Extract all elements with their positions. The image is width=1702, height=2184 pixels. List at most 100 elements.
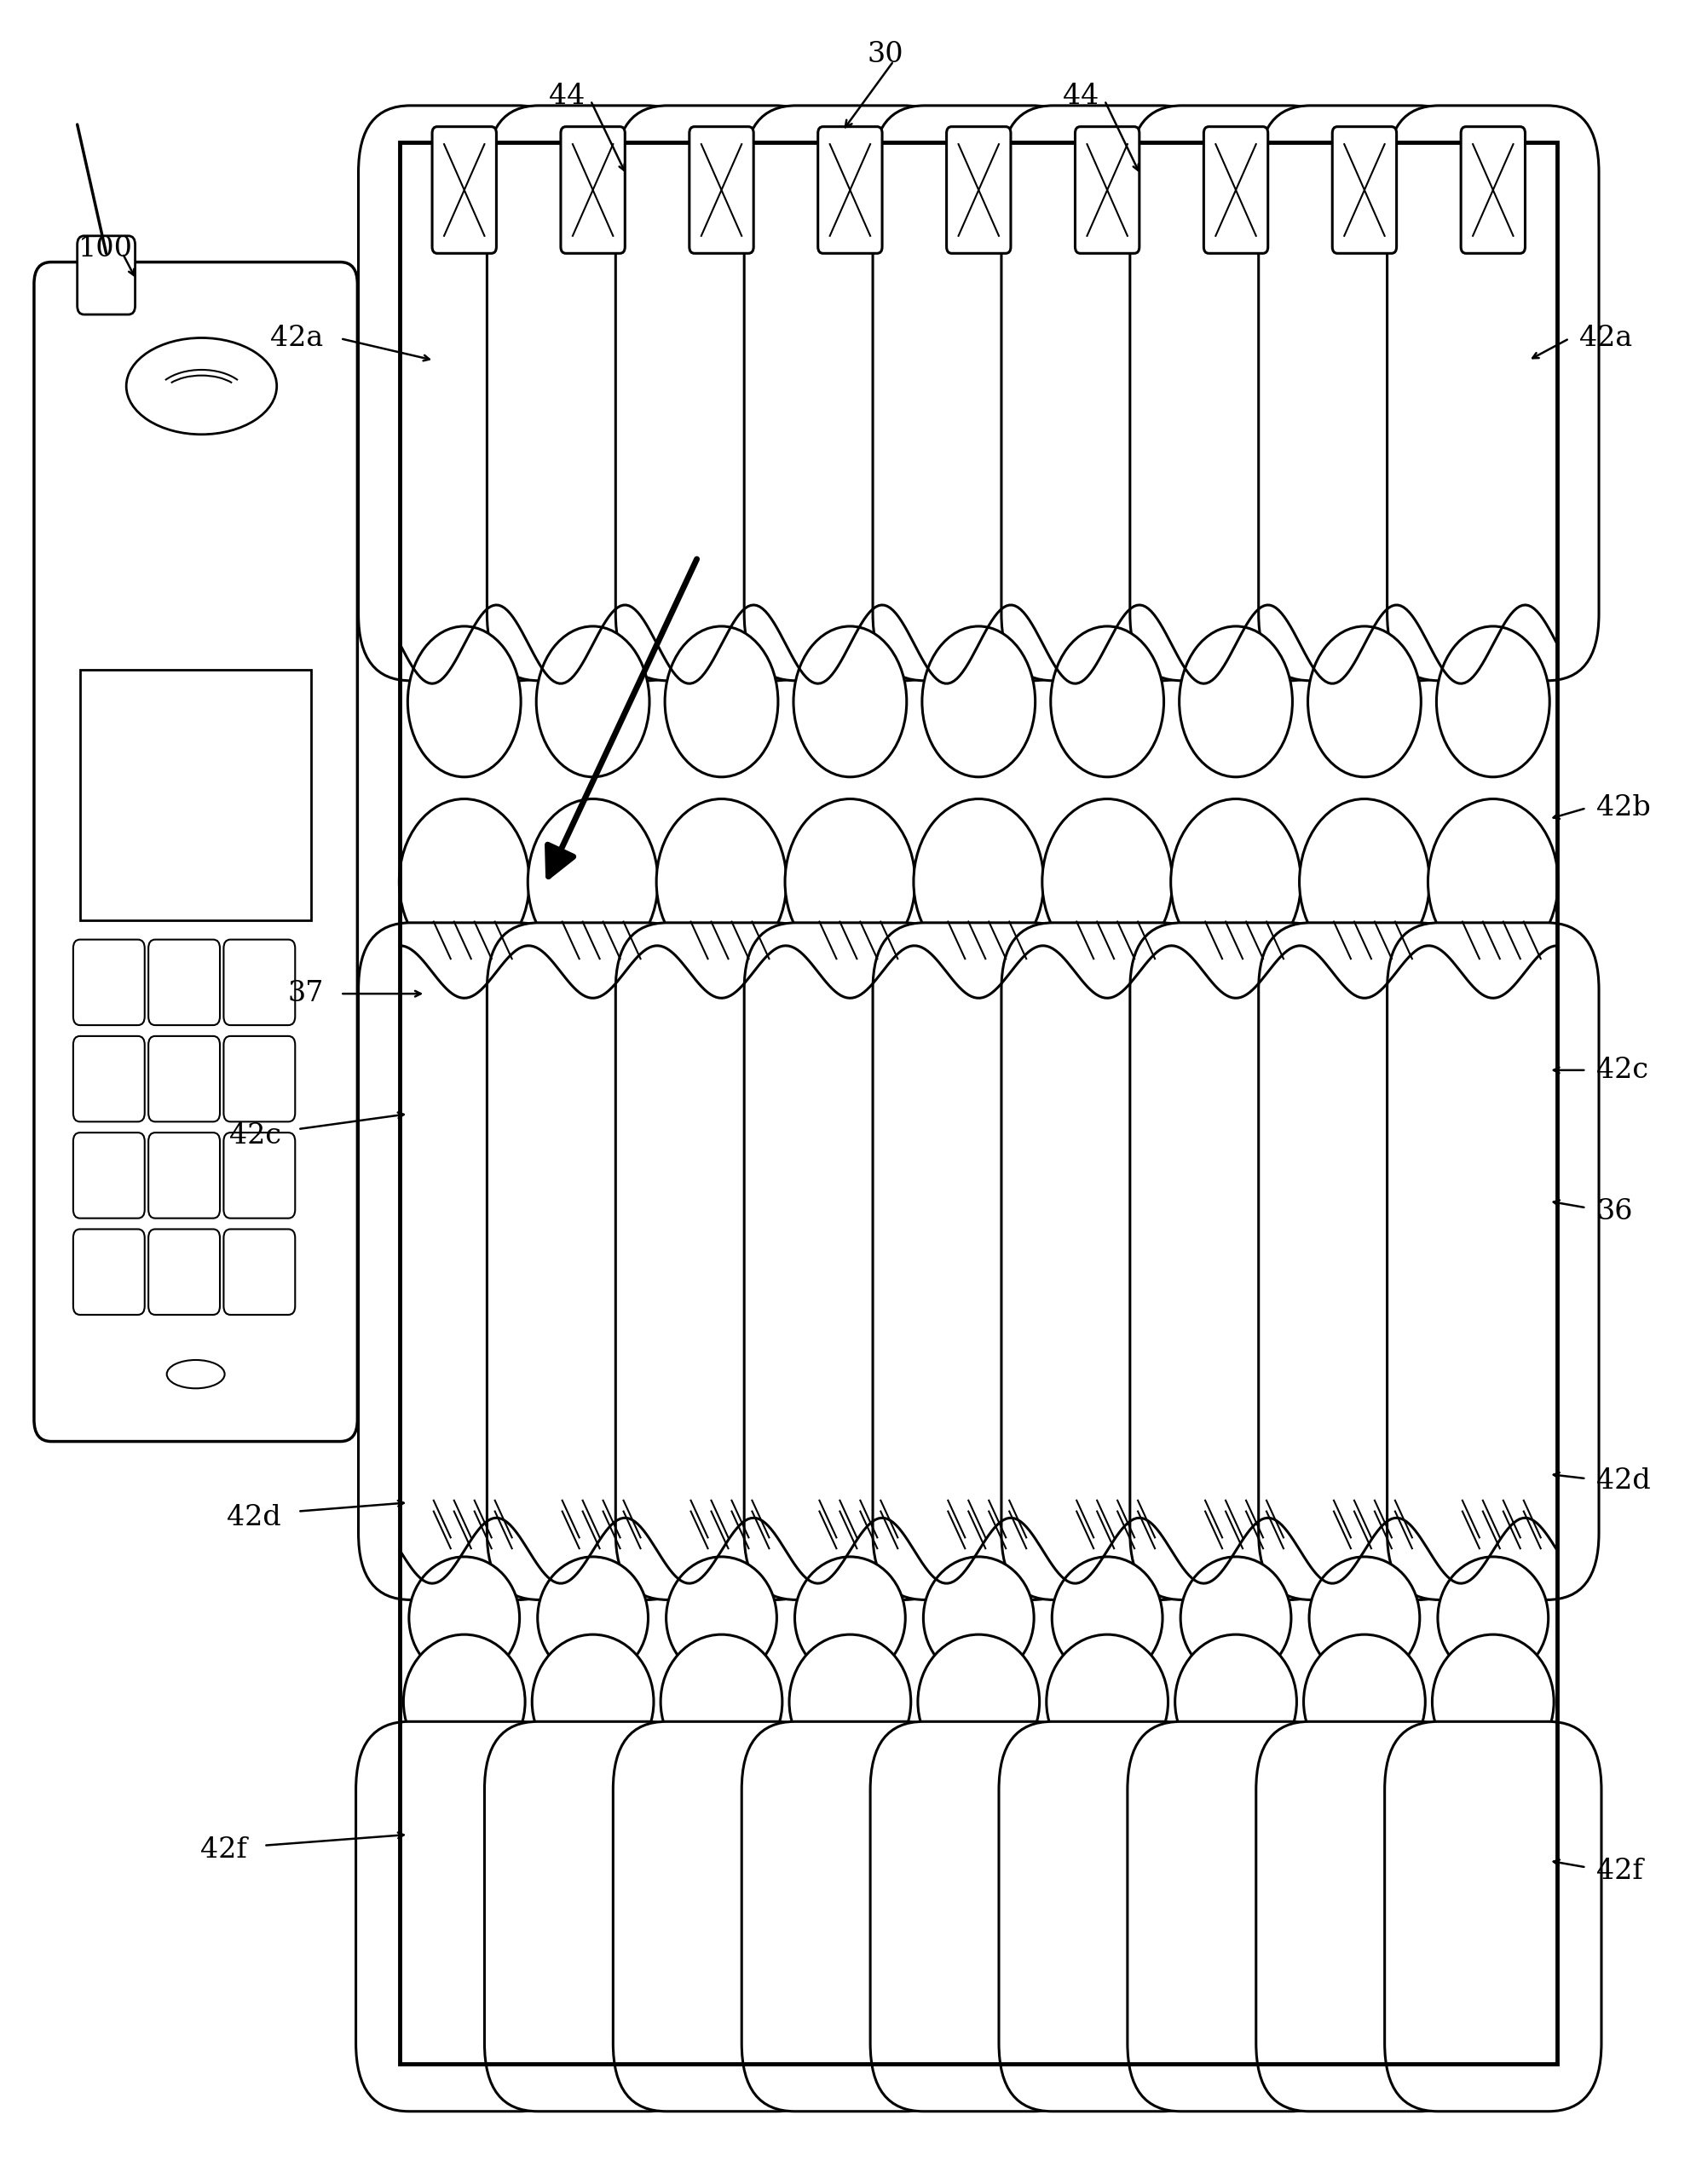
Text: 37: 37	[288, 981, 323, 1007]
Ellipse shape	[1304, 1634, 1425, 1769]
FancyBboxPatch shape	[487, 922, 700, 1601]
FancyBboxPatch shape	[1127, 1721, 1345, 2112]
FancyBboxPatch shape	[1203, 127, 1268, 253]
Ellipse shape	[1428, 799, 1557, 965]
Ellipse shape	[657, 799, 786, 965]
Ellipse shape	[1174, 1634, 1297, 1769]
FancyBboxPatch shape	[1130, 105, 1341, 681]
Text: 42f: 42f	[1596, 1859, 1642, 1885]
FancyBboxPatch shape	[1385, 1721, 1602, 2112]
FancyBboxPatch shape	[73, 1035, 145, 1123]
Ellipse shape	[400, 799, 529, 965]
Ellipse shape	[924, 1557, 1033, 1679]
FancyBboxPatch shape	[819, 127, 882, 253]
Ellipse shape	[785, 799, 916, 965]
FancyBboxPatch shape	[873, 105, 1084, 681]
FancyBboxPatch shape	[148, 1133, 220, 1219]
FancyBboxPatch shape	[560, 127, 625, 253]
FancyBboxPatch shape	[1001, 105, 1214, 681]
FancyBboxPatch shape	[34, 262, 357, 1441]
Text: 42a: 42a	[1579, 325, 1632, 352]
Text: 42a: 42a	[271, 325, 323, 352]
Ellipse shape	[536, 627, 650, 778]
FancyBboxPatch shape	[1130, 922, 1341, 1601]
FancyBboxPatch shape	[223, 1035, 294, 1123]
Ellipse shape	[167, 1361, 225, 1389]
Ellipse shape	[538, 1557, 648, 1679]
FancyBboxPatch shape	[73, 939, 145, 1024]
FancyBboxPatch shape	[999, 1721, 1215, 2112]
FancyBboxPatch shape	[1258, 922, 1471, 1601]
FancyBboxPatch shape	[1387, 105, 1598, 681]
FancyBboxPatch shape	[873, 922, 1084, 1601]
Ellipse shape	[1431, 1634, 1554, 1769]
Text: 42c: 42c	[1596, 1057, 1649, 1083]
Ellipse shape	[126, 339, 277, 435]
FancyBboxPatch shape	[1001, 922, 1214, 1601]
FancyBboxPatch shape	[223, 1230, 294, 1315]
Ellipse shape	[914, 799, 1043, 965]
Ellipse shape	[660, 1634, 783, 1769]
Ellipse shape	[1307, 627, 1421, 778]
FancyBboxPatch shape	[1256, 1721, 1472, 2112]
Ellipse shape	[1179, 627, 1292, 778]
FancyBboxPatch shape	[1387, 922, 1598, 1601]
FancyBboxPatch shape	[432, 127, 497, 253]
FancyBboxPatch shape	[616, 105, 827, 681]
Text: 44: 44	[548, 83, 585, 109]
FancyBboxPatch shape	[1333, 127, 1397, 253]
FancyBboxPatch shape	[1258, 105, 1471, 681]
Bar	[80, 670, 311, 919]
FancyBboxPatch shape	[742, 1721, 958, 2112]
Ellipse shape	[1436, 627, 1549, 778]
Text: 100: 100	[78, 236, 133, 262]
Ellipse shape	[790, 1634, 911, 1769]
Ellipse shape	[665, 627, 778, 778]
Ellipse shape	[665, 1557, 776, 1679]
Ellipse shape	[408, 627, 521, 778]
Ellipse shape	[1052, 1557, 1162, 1679]
Ellipse shape	[533, 1634, 654, 1769]
FancyBboxPatch shape	[148, 1035, 220, 1123]
FancyBboxPatch shape	[744, 105, 957, 681]
Text: 30: 30	[866, 41, 904, 68]
FancyBboxPatch shape	[73, 1230, 145, 1315]
Ellipse shape	[1042, 799, 1173, 965]
Text: 42b: 42b	[1596, 795, 1651, 821]
Ellipse shape	[1438, 1557, 1549, 1679]
FancyBboxPatch shape	[946, 127, 1011, 253]
FancyBboxPatch shape	[485, 1721, 701, 2112]
FancyBboxPatch shape	[148, 939, 220, 1024]
FancyBboxPatch shape	[356, 1721, 572, 2112]
Ellipse shape	[1309, 1557, 1419, 1679]
Text: 36: 36	[1596, 1199, 1632, 1225]
Text: 42f: 42f	[201, 1837, 247, 1863]
FancyBboxPatch shape	[223, 939, 294, 1024]
FancyBboxPatch shape	[744, 922, 957, 1601]
Text: 42c: 42c	[228, 1123, 281, 1149]
Ellipse shape	[1050, 627, 1164, 778]
FancyBboxPatch shape	[1076, 127, 1139, 253]
Ellipse shape	[403, 1634, 526, 1769]
Ellipse shape	[917, 1634, 1040, 1769]
Text: 44: 44	[1062, 83, 1099, 109]
Ellipse shape	[1047, 1634, 1168, 1769]
FancyBboxPatch shape	[616, 922, 827, 1601]
Ellipse shape	[408, 1557, 519, 1679]
FancyBboxPatch shape	[148, 1230, 220, 1315]
FancyBboxPatch shape	[359, 105, 570, 681]
FancyBboxPatch shape	[77, 236, 134, 314]
Ellipse shape	[528, 799, 659, 965]
Ellipse shape	[922, 627, 1035, 778]
FancyBboxPatch shape	[487, 105, 700, 681]
Ellipse shape	[1181, 1557, 1292, 1679]
Text: 42d: 42d	[1596, 1468, 1651, 1494]
FancyBboxPatch shape	[359, 922, 570, 1601]
FancyBboxPatch shape	[689, 127, 754, 253]
FancyBboxPatch shape	[613, 1721, 831, 2112]
FancyBboxPatch shape	[73, 1133, 145, 1219]
FancyBboxPatch shape	[870, 1721, 1088, 2112]
FancyBboxPatch shape	[1460, 127, 1525, 253]
FancyBboxPatch shape	[223, 1133, 294, 1219]
Ellipse shape	[1171, 799, 1300, 965]
